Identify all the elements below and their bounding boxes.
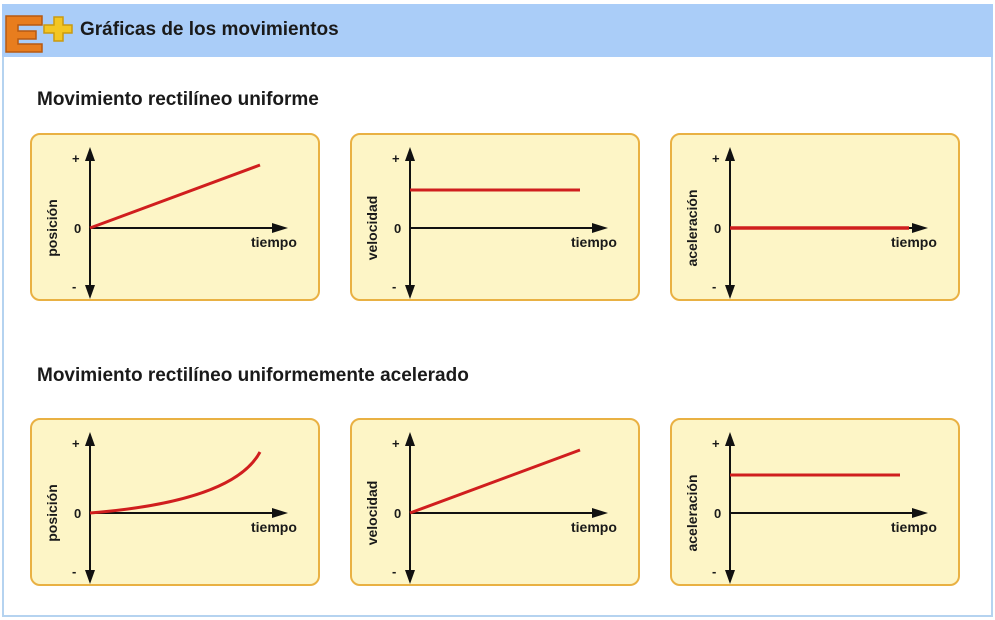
axis-minus-label: - — [392, 564, 396, 579]
y-axis-label: posición — [44, 199, 60, 257]
x-axis-arrow — [592, 223, 608, 233]
x-axis-label: tiempo — [571, 234, 617, 250]
axis-plus-label: + — [712, 151, 720, 166]
title-bar — [2, 4, 993, 57]
graph-panel-aceleración: +0 - tiempo aceleración — [670, 418, 960, 586]
axis-zero-label: 0 — [394, 506, 401, 521]
x-axis-arrow — [272, 223, 288, 233]
y-axis-arrow-down — [405, 285, 415, 299]
y-axis-arrow-up — [85, 147, 95, 161]
y-axis-arrow-down — [405, 570, 415, 584]
graph-panel-posición: +0 - tiempo posición — [30, 133, 320, 301]
graph-panel-velocidad: +0 - tiempo velocidad — [350, 418, 640, 586]
y-axis-arrow-down — [85, 285, 95, 299]
y-axis-arrow-down — [725, 570, 735, 584]
axis-plus-label: + — [72, 436, 80, 451]
x-axis-label: tiempo — [251, 234, 297, 250]
y-axis-label: aceleración — [684, 474, 700, 551]
graph-svg: +0 - tiempo posición — [44, 432, 297, 584]
section-title-accelerated: Movimiento rectilíneo uniformemente acel… — [37, 365, 469, 386]
axis-minus-label: - — [72, 564, 76, 579]
x-axis-label: tiempo — [251, 519, 297, 535]
axis-zero-label: 0 — [394, 221, 401, 236]
graph-curve — [409, 448, 581, 515]
y-axis-label: velocidad — [364, 481, 380, 546]
app-title: Gráficas de los movimientos — [80, 19, 339, 40]
y-axis-label: aceleración — [684, 189, 700, 266]
axis-minus-label: - — [712, 564, 716, 579]
axis-minus-label: - — [72, 279, 76, 294]
x-axis-label: tiempo — [571, 519, 617, 535]
axis-plus-label: + — [712, 436, 720, 451]
y-axis-arrow-up — [405, 432, 415, 446]
y-axis-arrow-up — [725, 147, 735, 161]
graph-svg: +0 - tiempo velocidad — [364, 432, 617, 584]
y-axis-label: posición — [44, 484, 60, 542]
y-axis-arrow-up — [85, 432, 95, 446]
x-axis-label: tiempo — [891, 234, 937, 250]
graph-svg: +0 - tiempo aceleración — [684, 147, 937, 299]
graph-svg: +0 - tiempo posición — [44, 147, 297, 299]
x-axis-label: tiempo — [891, 519, 937, 535]
graph-panel-velocidad: +0 - tiempo velocidad — [350, 133, 640, 301]
section-title-uniform: Movimiento rectilíneo uniforme — [37, 89, 319, 110]
graph-svg: +0 - tiempo aceleración — [684, 432, 937, 584]
axis-zero-label: 0 — [74, 221, 81, 236]
y-axis-arrow-down — [85, 570, 95, 584]
axis-plus-label: + — [392, 151, 400, 166]
axis-zero-label: 0 — [714, 506, 721, 521]
axis-minus-label: - — [392, 279, 396, 294]
axis-plus-label: + — [392, 436, 400, 451]
graph-svg: +0 - tiempo velocidad — [364, 147, 617, 299]
graph-panel-aceleración: +0 - tiempo aceleración — [670, 133, 960, 301]
y-axis-arrow-down — [725, 285, 735, 299]
y-axis-label: velocidad — [364, 196, 380, 261]
graph-curve — [89, 451, 262, 515]
y-axis-arrow-up — [725, 432, 735, 446]
axis-plus-label: + — [72, 151, 80, 166]
e-plus-logo-icon — [5, 15, 73, 53]
graph-curve — [89, 163, 261, 230]
x-axis-arrow — [912, 223, 928, 233]
axis-minus-label: - — [712, 279, 716, 294]
y-axis-arrow-up — [405, 147, 415, 161]
x-axis-arrow — [592, 508, 608, 518]
axis-zero-label: 0 — [714, 221, 721, 236]
graph-panel-posición: +0 - tiempo posición — [30, 418, 320, 586]
x-axis-arrow — [912, 508, 928, 518]
axis-zero-label: 0 — [74, 506, 81, 521]
x-axis-arrow — [272, 508, 288, 518]
